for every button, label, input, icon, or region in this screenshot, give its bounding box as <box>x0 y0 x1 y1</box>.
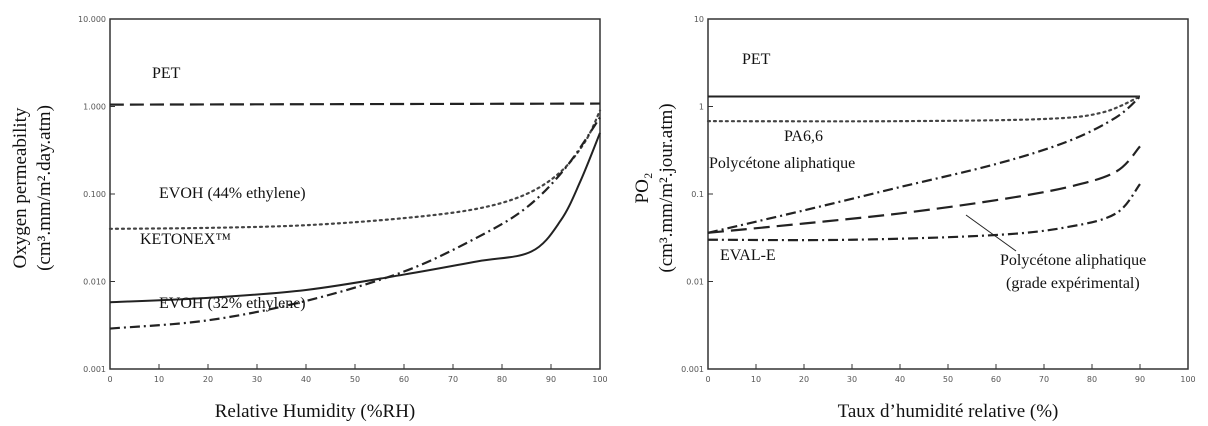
right-plot-frame <box>707 18 1189 370</box>
chart-left: 0 10 20 30 40 50 60 70 80 90 100 0.001 0.010 0.100 1.0… <box>10 15 608 422</box>
left-x-axis-label: Relative Humidity (%RH) <box>215 401 416 422</box>
left-series-line-3 <box>109 116 601 330</box>
right-x-tick-label: 60 <box>991 375 1001 384</box>
right-label-pa66: PA6,6 <box>784 128 823 145</box>
left-x-tick-label: 90 <box>546 375 556 384</box>
right-series-line-4 <box>707 183 1141 242</box>
right-y-axis-label-line2: (cm³.mm/m².jour.atm) <box>656 103 677 272</box>
left-x-tick-label: 50 <box>350 375 360 384</box>
left-y-tick-label: 10.000 <box>78 15 106 24</box>
left-series-line-0 <box>109 102 601 106</box>
left-label-evoh32: EVOH (32% ethylene) <box>159 295 306 312</box>
right-x-tick-label: 100 <box>1180 375 1195 384</box>
left-y-axis-label-line2: (cm³.mm/m².day.atm) <box>34 105 55 271</box>
right-y-tick-label: 0.01 <box>686 278 704 287</box>
left-x-tick-label: 60 <box>399 375 409 384</box>
left-x-tick-label: 80 <box>497 375 507 384</box>
left-y-axis-label-line1: Oxygen permeability <box>10 107 31 268</box>
left-y-tick-label: 0.010 <box>83 278 106 287</box>
right-label-eval-e: EVAL-E <box>720 247 776 264</box>
right-x-tick-label: 20 <box>799 375 809 384</box>
left-x-tick-label: 20 <box>203 375 213 384</box>
right-x-tick-label: 40 <box>895 375 905 384</box>
right-x-tick-label: 0 <box>705 375 710 384</box>
left-y-tick-label: 0.100 <box>83 190 106 199</box>
right-y-tick-label: 10 <box>694 15 704 24</box>
right-x-tick-label: 50 <box>943 375 953 384</box>
left-label-pet: PET <box>152 65 181 82</box>
right-annotation-leader <box>965 214 1017 252</box>
left-x-tick-label: 70 <box>448 375 458 384</box>
right-x-tick-label: 80 <box>1087 375 1097 384</box>
left-x-tick-label: 40 <box>301 375 311 384</box>
left-y-tick-label: 1.000 <box>83 103 106 112</box>
left-series-line-2 <box>109 132 601 304</box>
right-label-pet: PET <box>742 51 771 68</box>
right-x-tick-label: 70 <box>1039 375 1049 384</box>
right-label-polycetone-exp-2: (grade expérimental) <box>1006 275 1140 292</box>
right-y-tick-label: 0.1 <box>691 190 704 199</box>
right-x-tick-label: 90 <box>1135 375 1145 384</box>
left-label-evoh44: EVOH (44% ethylene) <box>159 185 306 202</box>
right-y-tick-label: 0.001 <box>681 365 704 374</box>
right-x-axis-label: Taux d’humidité relative (%) <box>838 401 1059 422</box>
left-x-tick-label: 100 <box>592 375 607 384</box>
right-y-tick-label: 1 <box>699 103 704 112</box>
left-series-line-1 <box>108 109 602 230</box>
right-series-line-1 <box>706 95 1142 123</box>
left-y-tick-label: 0.001 <box>83 365 106 374</box>
right-label-polycetone-exp-1: Polycétone aliphatique <box>1000 252 1146 269</box>
left-label-ketonex: KETONEX™ <box>140 231 231 248</box>
left-x-tick-label: 30 <box>252 375 262 384</box>
right-series-line-3 <box>707 145 1141 234</box>
left-x-tick-label: 10 <box>154 375 164 384</box>
chart-right: 0 10 20 30 40 50 60 70 80 90 100 0.001 0.01 0.1 1 10 Ta… <box>632 15 1196 422</box>
right-series-line-2 <box>707 95 1141 234</box>
right-x-tick-label: 10 <box>751 375 761 384</box>
right-y-axis-label-line1: PO₂ <box>632 173 653 204</box>
left-x-tick-label: 0 <box>107 375 112 384</box>
right-label-polycetone: Polycétone aliphatique <box>709 155 855 172</box>
right-x-tick-label: 30 <box>847 375 857 384</box>
